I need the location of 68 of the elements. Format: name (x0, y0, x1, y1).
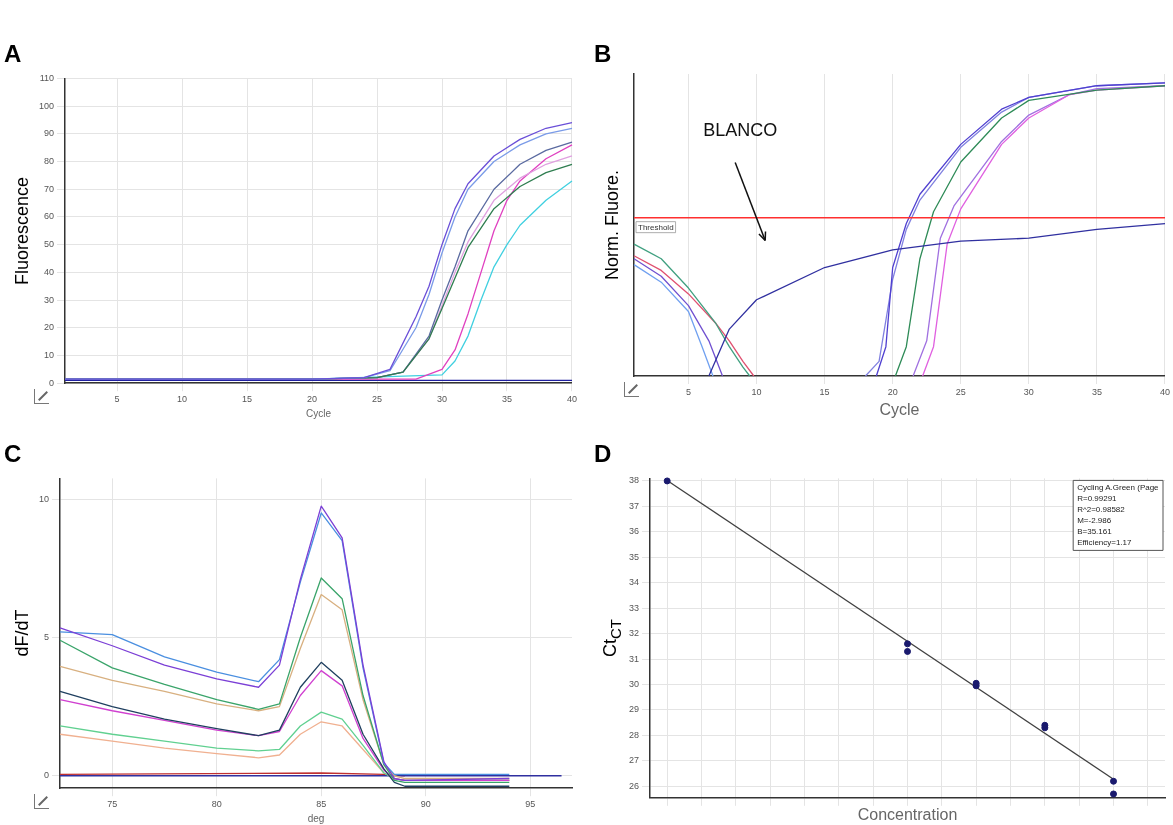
x-tick-label: 40 (1159, 386, 1170, 397)
x-tick-label: 10 (751, 386, 762, 397)
x-tick-label: 25 (372, 394, 383, 405)
annotation: Cycling A.Green (Page (1077, 482, 1160, 492)
y-tick-label: 80 (44, 156, 55, 167)
y-tick-label: 70 (44, 183, 55, 194)
annotation: BLANCO (703, 120, 778, 141)
x-tick-label: 90 (420, 799, 431, 810)
x-tick-label: 80 (211, 799, 222, 810)
x-axis-title: deg (307, 812, 325, 824)
annotation: M=-2.986 (1077, 515, 1112, 525)
annotation: R^2=0.98582 (1077, 504, 1126, 514)
x-axis-title: Concentration (857, 805, 958, 823)
chart-title: A (4, 40, 22, 68)
chart-title: D (594, 440, 612, 468)
y-tick-label: 36 (629, 526, 640, 537)
x-axis-title: Cycle (879, 400, 920, 418)
x-tick-label: 15 (242, 394, 253, 405)
x-tick-label: 20 (307, 394, 318, 405)
y-axis-title: Fluorescence (11, 176, 33, 285)
y-tick-label: 37 (629, 500, 640, 511)
y-tick-label: 38 (629, 475, 640, 486)
y-tick-label: 110 (39, 72, 55, 83)
y-axis-title: Norm. Fluore. (601, 169, 623, 281)
x-tick-label: 85 (316, 799, 327, 810)
y-tick-label: 0 (44, 770, 50, 781)
y-tick-label: 26 (629, 780, 640, 791)
x-tick-label: 30 (1023, 386, 1034, 397)
x-tick-label: 75 (107, 799, 118, 810)
annotation: B=35.161 (1077, 526, 1113, 536)
y-tick-label: 27 (629, 755, 640, 766)
y-tick-label: 5 (44, 631, 50, 642)
y-tick-label: 32 (629, 628, 640, 639)
y-tick-label: 40 (44, 266, 55, 277)
y-axis-title: dF/dT (11, 609, 33, 657)
x-tick-label: 15 (819, 386, 830, 397)
x-tick-label: 35 (501, 394, 513, 405)
y-tick-label: 100 (38, 100, 55, 111)
y-tick-label: 10 (44, 349, 55, 360)
x-tick-label: 25 (955, 386, 966, 397)
annotation: R=0.99291 (1077, 493, 1118, 503)
y-tick-label: 30 (44, 294, 55, 305)
y-tick-label: 10 (39, 493, 50, 504)
y-tick-label: 50 (44, 239, 55, 250)
y-tick-label: 29 (629, 704, 640, 715)
y-tick-label: 31 (629, 653, 640, 664)
x-tick-label: 5 (685, 386, 691, 397)
ref-line-label: Threshold (638, 222, 674, 232)
y-tick-label: 28 (629, 729, 640, 740)
y-tick-label: 90 (44, 128, 55, 139)
x-tick-label: 35 (1091, 386, 1102, 397)
x-tick-label: 5 (114, 394, 120, 405)
y-tick-label: 34 (629, 577, 640, 588)
x-tick-label: 10 (177, 394, 188, 405)
x-tick-label: 40 (566, 394, 577, 405)
x-tick-label: 20 (887, 386, 898, 397)
y-tick-label: 35 (629, 551, 640, 562)
x-tick-label: 95 (525, 799, 536, 810)
y-tick-label: 30 (629, 679, 640, 690)
x-axis-title: Cycle (306, 407, 332, 419)
y-tick-label: 0 (49, 377, 55, 388)
chart-title: C (4, 440, 22, 468)
y-tick-label: 60 (44, 211, 55, 222)
chart-title: B (594, 40, 612, 68)
x-tick-label: 30 (436, 394, 448, 405)
annotation: Efficiency=1.17 (1077, 537, 1133, 547)
y-tick-label: 20 (44, 322, 55, 333)
y-tick-label: 33 (629, 602, 640, 613)
